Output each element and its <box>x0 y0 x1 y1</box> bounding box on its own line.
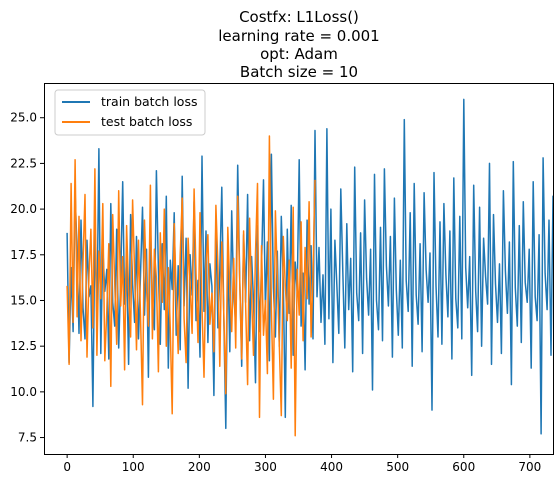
x-tick-label: 300 <box>254 460 277 474</box>
y-tick-label: 20.0 <box>10 202 37 216</box>
title-line-1: Costfx: L1Loss() <box>239 8 359 26</box>
y-tick-label: 22.5 <box>10 156 37 170</box>
x-tick-label: 100 <box>122 460 145 474</box>
x-tick-label: 0 <box>63 460 71 474</box>
title-line-2: learning rate = 0.001 <box>218 27 379 45</box>
legend-label-train: train batch loss <box>101 94 197 109</box>
x-tick-label: 200 <box>188 460 211 474</box>
y-tick-label: 15.0 <box>10 293 37 307</box>
x-axis: 0 100 200 300 400 500 600 700 <box>63 454 541 474</box>
series-line-test <box>66 135 316 437</box>
plot-frame <box>44 83 554 455</box>
x-tick-label: 500 <box>386 460 409 474</box>
series-layer <box>66 98 554 437</box>
y-tick-label: 7.5 <box>18 431 37 445</box>
legend-box <box>54 89 206 136</box>
y-axis: 7.5 10.0 12.5 15.0 17.5 20.0 22.5 25.0 <box>10 111 44 445</box>
y-tick-label: 25.0 <box>10 111 37 125</box>
series-line-train <box>66 98 554 435</box>
x-tick-label: 600 <box>452 460 475 474</box>
y-tick-label: 12.5 <box>10 339 37 353</box>
x-tick-label: 700 <box>518 460 541 474</box>
y-tick-label: 17.5 <box>10 248 37 262</box>
chart-title: Costfx: L1Loss() learning rate = 0.001 o… <box>218 8 379 81</box>
x-tick-label: 400 <box>320 460 343 474</box>
y-tick-label: 10.0 <box>10 385 37 399</box>
title-line-4: Batch size = 10 <box>240 63 358 81</box>
legend: train batch loss test batch loss <box>54 89 206 136</box>
legend-label-test: test batch loss <box>101 114 192 129</box>
title-line-3: opt: Adam <box>260 45 338 63</box>
